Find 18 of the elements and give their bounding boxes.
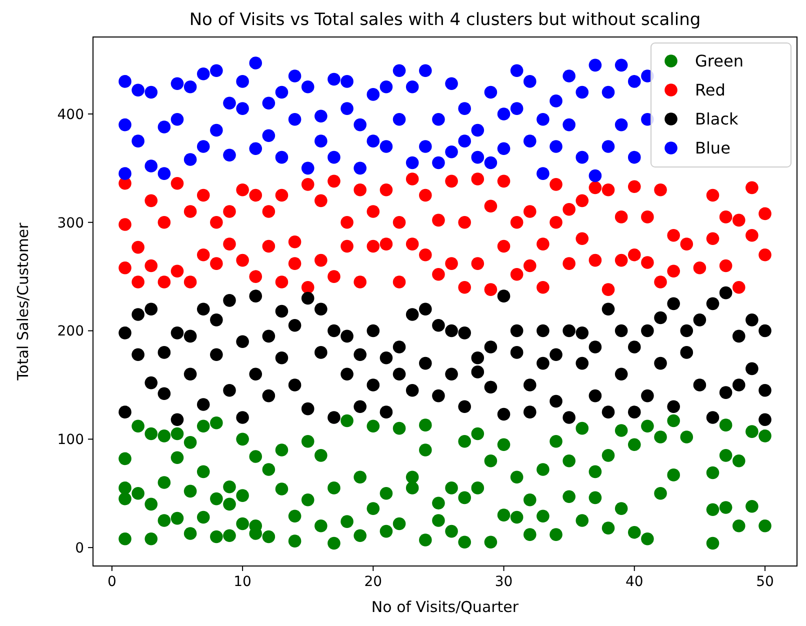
x-tick-label: 40 (625, 574, 644, 590)
x-tick-label: 50 (756, 574, 774, 590)
x-tick-label: 20 (364, 574, 382, 590)
x-tick-label: 10 (234, 574, 252, 590)
y-tick-label: 300 (57, 215, 84, 232)
legend-label: Black (695, 110, 740, 129)
y-tick-label: 100 (57, 432, 84, 448)
legend-label: Green (695, 52, 744, 71)
y-tick-label: 400 (57, 106, 84, 123)
chart-title: No of Visits vs Total sales with 4 clusters but without scaling (189, 10, 701, 30)
y-tick-label: 0 (75, 540, 84, 556)
legend-label: Blue (695, 138, 730, 158)
legend-label: Red (695, 80, 726, 100)
y-tick-label: 200 (57, 324, 84, 340)
x-axis-title: No of Visits/Quarter (371, 598, 520, 616)
x-tick-label: 0 (107, 574, 116, 590)
x-tick-label: 30 (494, 574, 513, 590)
y-axis-title: Total Sales/Customer (14, 222, 32, 382)
